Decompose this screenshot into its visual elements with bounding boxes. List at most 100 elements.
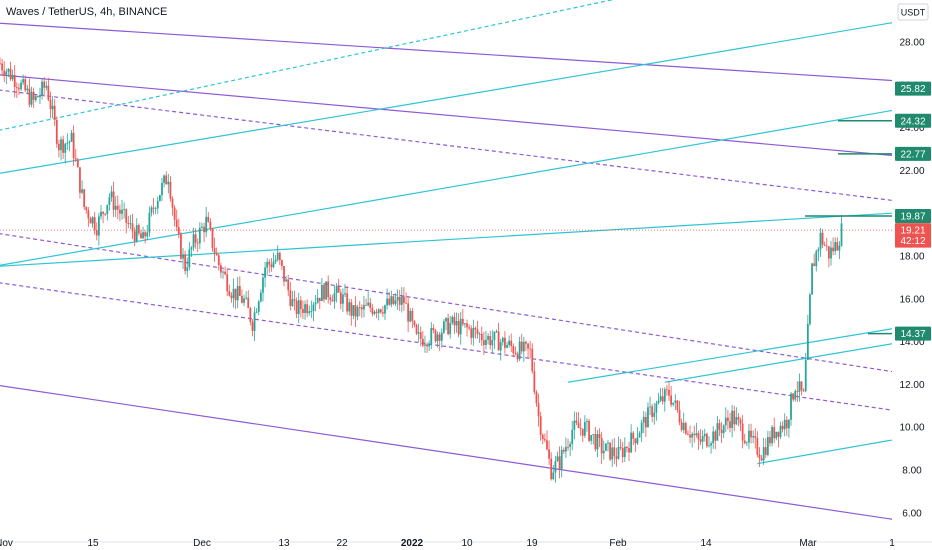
candle-body xyxy=(58,143,60,151)
candle-body xyxy=(177,227,180,235)
candle-body xyxy=(203,226,205,233)
candle-body xyxy=(569,443,572,447)
candle-body xyxy=(623,446,626,458)
candle-body xyxy=(781,425,784,430)
candle-body xyxy=(550,458,553,480)
price-tag-label: 19.21 xyxy=(900,226,925,237)
candle-body xyxy=(701,436,704,442)
candle-body xyxy=(148,212,151,233)
candle-body xyxy=(800,381,803,391)
candle-body xyxy=(47,85,50,100)
candle-body xyxy=(554,461,557,473)
candle-body xyxy=(724,417,727,426)
candle-body xyxy=(644,416,647,428)
candle-body xyxy=(363,304,365,310)
candle-body xyxy=(192,234,195,248)
candle-body xyxy=(55,119,58,144)
candle-body xyxy=(506,345,508,348)
candle-body xyxy=(470,328,473,338)
candle-body xyxy=(66,142,69,144)
price-tag xyxy=(895,208,931,223)
candle-body xyxy=(838,245,841,251)
candle-body xyxy=(365,304,367,306)
candle-body xyxy=(152,207,155,209)
candle-body xyxy=(482,340,485,346)
candle-body xyxy=(468,327,471,329)
candle-body xyxy=(226,274,229,292)
candle-body xyxy=(318,297,321,302)
candle-body xyxy=(682,423,685,431)
candle-body xyxy=(377,309,380,313)
y-tick-label: 10.00 xyxy=(899,423,924,434)
candle-body xyxy=(34,96,37,100)
candle-body xyxy=(106,204,109,215)
dashed-trend-line xyxy=(0,233,892,373)
candle-body xyxy=(53,105,56,120)
candle-body xyxy=(79,167,81,193)
candle-body xyxy=(81,189,83,193)
candle-body xyxy=(348,302,351,312)
candle-body xyxy=(676,400,679,410)
candle-body xyxy=(70,132,73,142)
candle-body xyxy=(158,195,161,201)
candle-body xyxy=(600,438,603,454)
candle-body xyxy=(539,416,542,435)
candle-body xyxy=(621,447,624,458)
candle-body xyxy=(7,68,10,72)
dashed-trend-line xyxy=(0,0,614,131)
candle-body xyxy=(794,391,797,400)
candle-body xyxy=(110,191,113,198)
candle-body xyxy=(659,396,662,401)
price-tag-label: 42:12 xyxy=(900,236,925,247)
candle-body xyxy=(190,247,193,250)
candle-body xyxy=(26,88,29,91)
candle-body xyxy=(588,420,590,441)
candle-body xyxy=(331,299,334,302)
trend-line xyxy=(0,385,892,520)
candle-body xyxy=(718,423,721,430)
candle-body xyxy=(684,423,687,434)
candle-body xyxy=(665,389,668,391)
candle-body xyxy=(804,359,807,392)
candle-body xyxy=(175,219,178,228)
candle-body xyxy=(283,266,285,282)
candle-body xyxy=(508,340,511,346)
candle-body xyxy=(518,341,521,360)
candle-body xyxy=(346,293,349,312)
candle-body xyxy=(802,390,805,392)
candle-body xyxy=(299,300,302,310)
candle-body xyxy=(276,252,279,260)
candle-body xyxy=(489,336,492,346)
candle-body xyxy=(112,191,115,210)
candle-body xyxy=(400,296,403,305)
candle-body xyxy=(592,434,595,436)
candle-body xyxy=(474,327,477,330)
candle-body xyxy=(100,211,102,217)
candle-body xyxy=(827,246,830,259)
candle-body xyxy=(323,285,325,300)
candle-body xyxy=(687,433,689,435)
candle-body xyxy=(478,333,481,335)
dashed-trend-line xyxy=(0,282,892,411)
candle-body xyxy=(262,277,264,293)
y-tick-label: 18.00 xyxy=(899,252,924,263)
candle-body xyxy=(24,79,27,91)
candle-body xyxy=(668,390,670,396)
candle-body xyxy=(131,223,134,232)
candle-body xyxy=(123,209,126,210)
candle-body xyxy=(165,175,168,185)
candle-body xyxy=(642,416,645,423)
candle-body xyxy=(535,392,538,404)
candle-body xyxy=(823,244,826,246)
candle-body xyxy=(18,87,20,90)
candle-body xyxy=(156,200,159,209)
candle-body xyxy=(541,434,544,440)
candle-body xyxy=(493,331,496,341)
candle-body xyxy=(680,422,683,431)
candle-body xyxy=(119,209,121,214)
trend-lines xyxy=(0,0,892,520)
candle-body xyxy=(304,304,306,314)
candle-body xyxy=(743,440,746,444)
y-tick-label: 16.00 xyxy=(899,294,924,305)
